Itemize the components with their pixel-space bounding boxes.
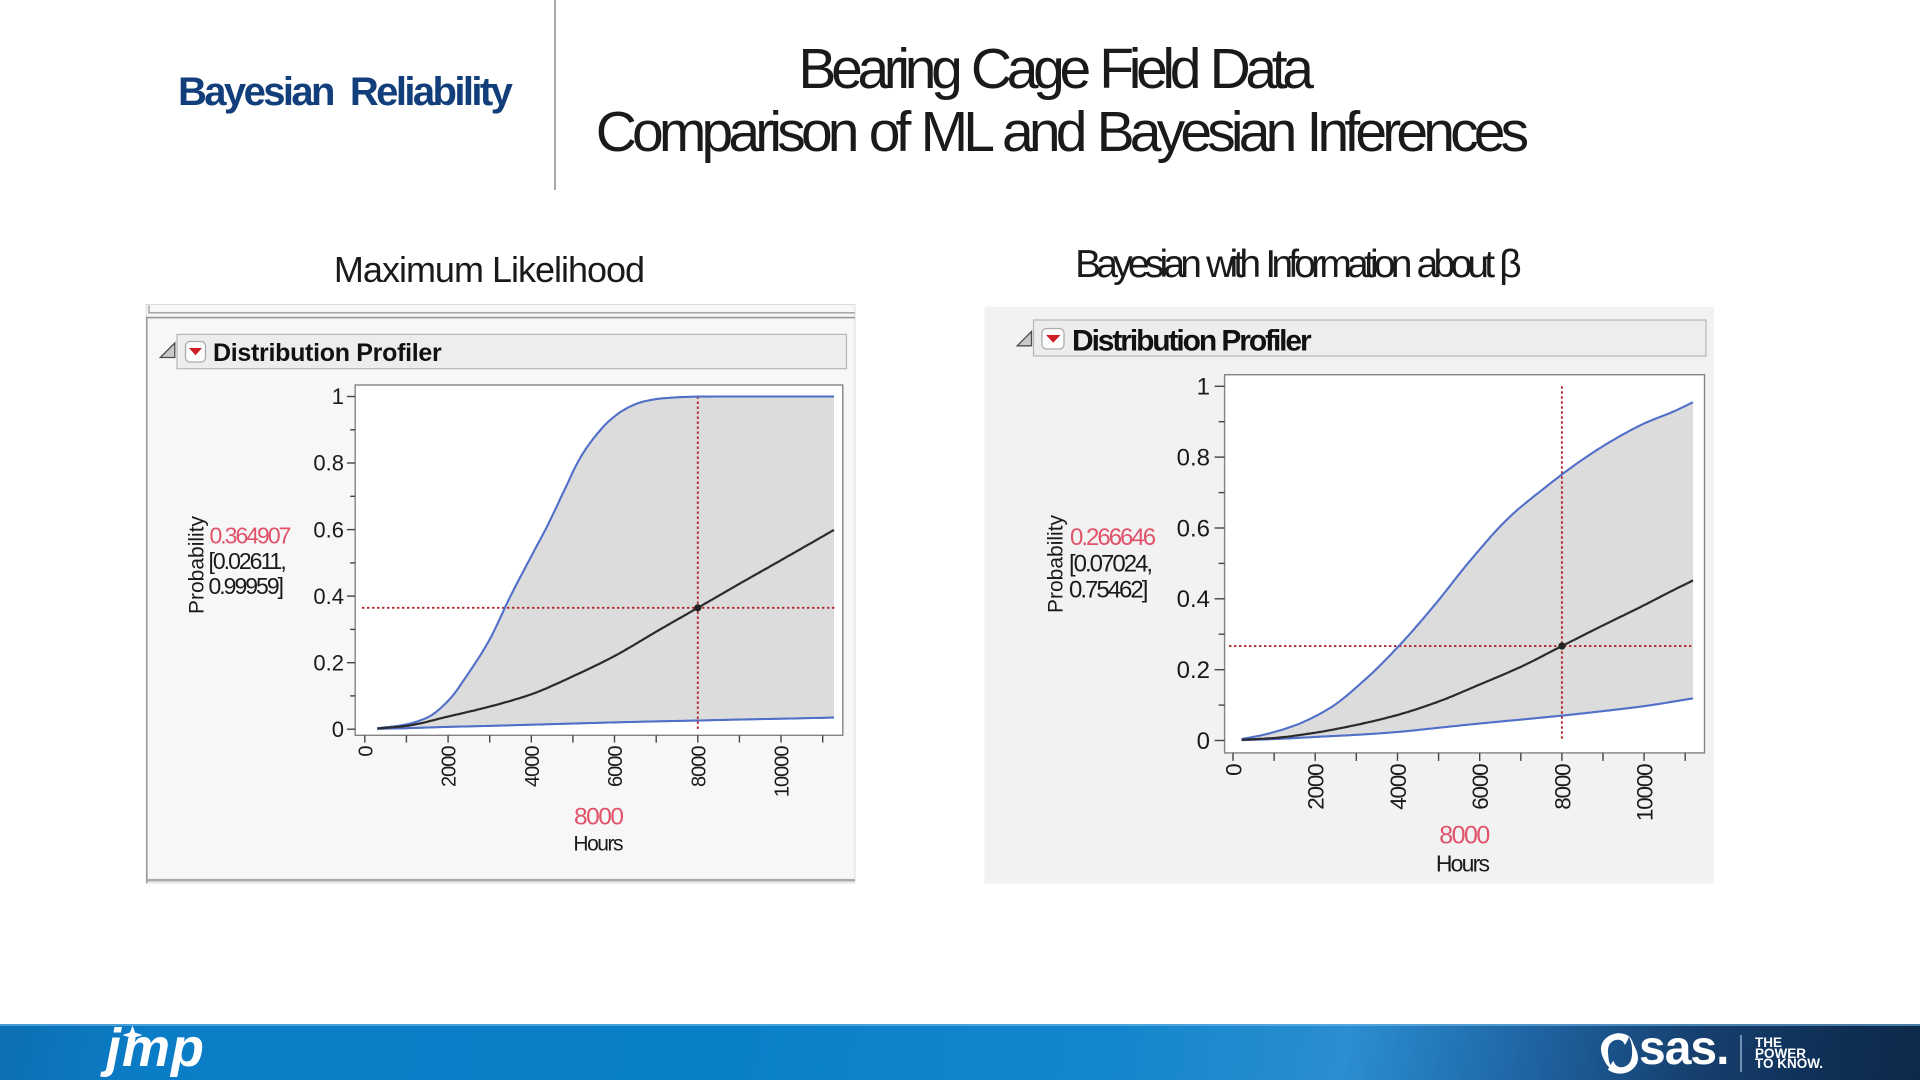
svg-text:Probability: Probability [1045,514,1068,613]
svg-text:0: 0 [1222,764,1247,776]
svg-text:0.266646: 0.266646 [1070,524,1156,551]
svg-text:2000: 2000 [439,746,461,787]
svg-text:8000: 8000 [574,804,623,831]
svg-text:Distribution Profiler: Distribution Profiler [213,339,442,367]
svg-text:1: 1 [332,384,344,409]
svg-text:0: 0 [1197,728,1210,755]
svg-text:4000: 4000 [1386,764,1411,810]
svg-text:[0.02611,: [0.02611, [209,548,286,574]
svg-text:Hours: Hours [573,833,623,856]
svg-text:0.364907: 0.364907 [210,523,291,549]
svg-text:Hours: Hours [1436,851,1490,877]
svg-text:0.99959]: 0.99959] [209,573,283,599]
svg-text:6000: 6000 [605,746,627,787]
svg-text:10000: 10000 [772,746,794,797]
svg-text:0.8: 0.8 [313,451,344,476]
svg-text:0: 0 [355,746,377,757]
svg-text:0.75462]: 0.75462] [1069,577,1147,604]
svg-text:6000: 6000 [1468,764,1493,810]
svg-text:0: 0 [332,717,344,742]
svg-text:4000: 4000 [522,746,544,787]
svg-text:1: 1 [1197,374,1210,401]
svg-text:[0.07024,: [0.07024, [1069,551,1151,578]
svg-text:8000: 8000 [1550,764,1575,810]
svg-text:0.8: 0.8 [1177,445,1210,472]
svg-text:0.2: 0.2 [1177,657,1210,684]
svg-text:0.4: 0.4 [313,584,344,609]
svg-text:2000: 2000 [1304,764,1329,810]
svg-text:0.6: 0.6 [313,517,344,542]
svg-text:10000: 10000 [1633,764,1658,821]
svg-text:Probability: Probability [186,515,209,614]
svg-text:0.6: 0.6 [1177,515,1210,542]
svg-text:0.4: 0.4 [1177,586,1210,613]
svg-text:8000: 8000 [688,746,710,787]
svg-text:8000: 8000 [1439,822,1489,850]
svg-text:Distribution Profiler: Distribution Profiler [1072,325,1312,358]
svg-text:0.2: 0.2 [313,650,344,675]
